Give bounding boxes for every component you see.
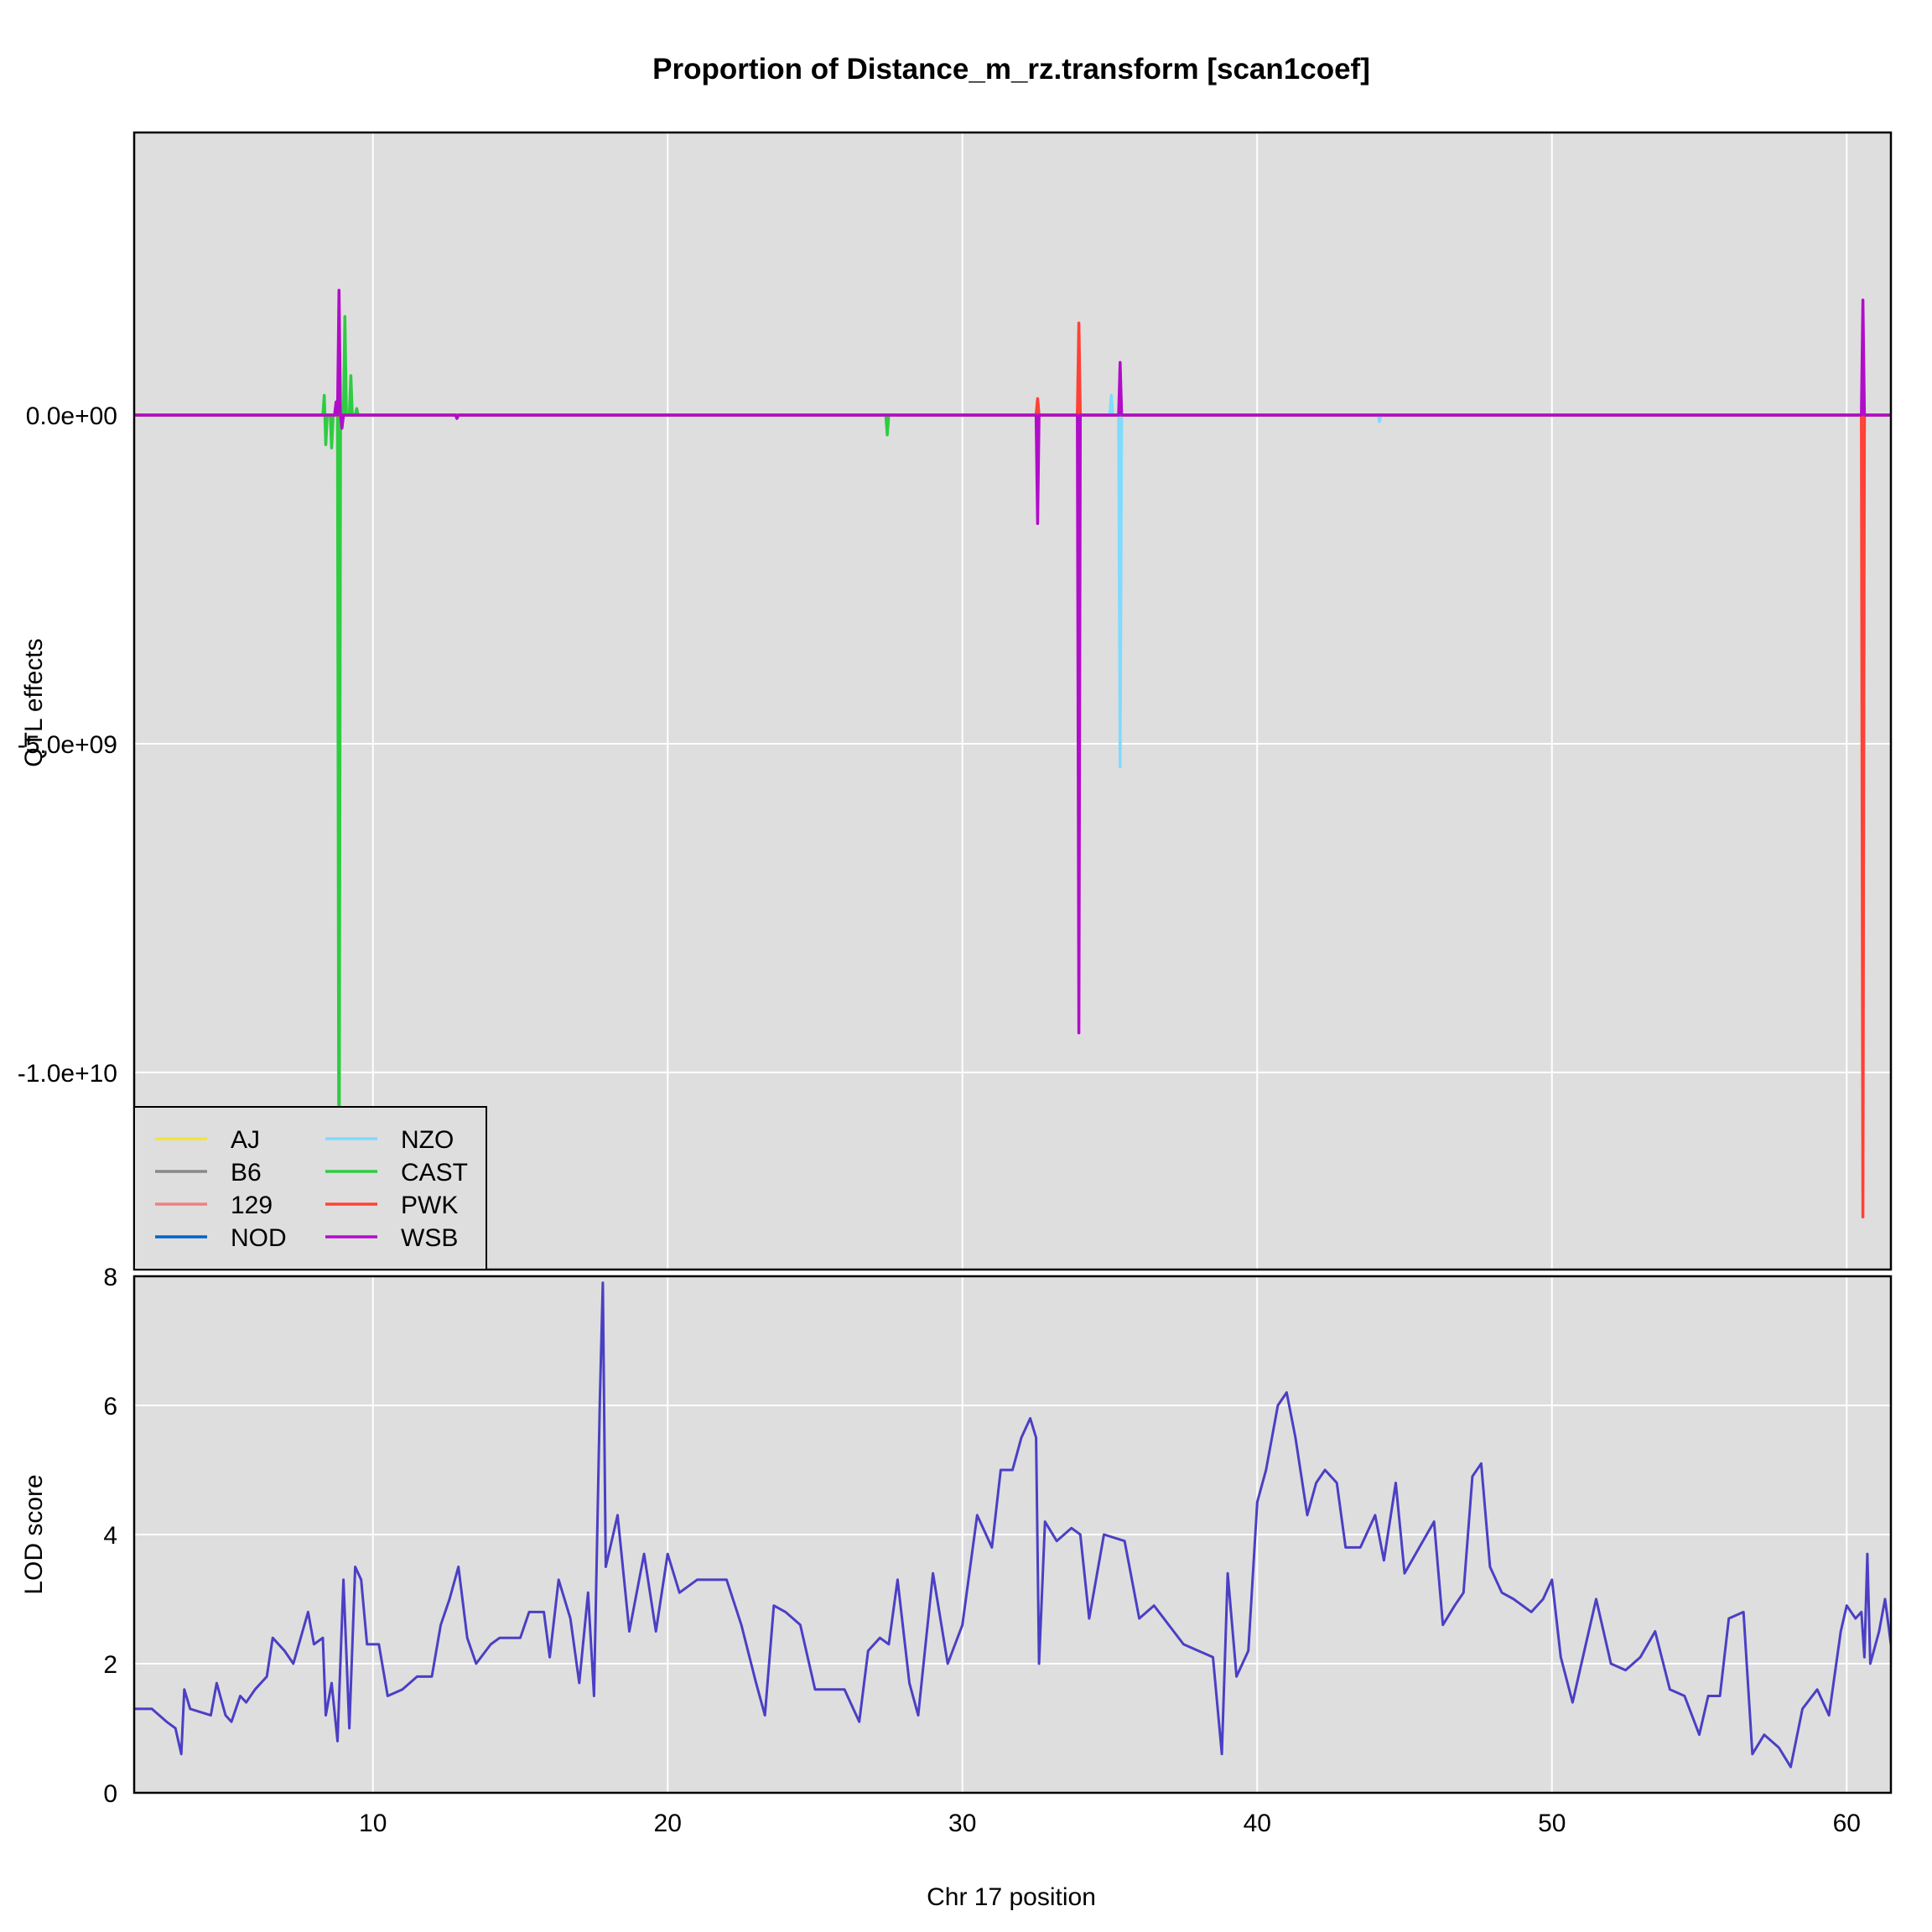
effects-y-axis-label: QTL effects [20, 638, 48, 766]
legend-label-aj: AJ [231, 1126, 260, 1154]
x-tick-label: 50 [1538, 1810, 1566, 1837]
x-tick-label: 30 [948, 1810, 976, 1837]
series-line-pwk [134, 321, 1891, 1219]
y-tick-label: 6 [103, 1393, 117, 1420]
legend: AJ B6 129 NOD NZO CAST PWK WSB [133, 1106, 487, 1270]
legend-box [133, 1106, 487, 1270]
y-tick-label: -5.0e+09 [18, 731, 117, 759]
effects-panel-y-ticks: 0.0e+00 -5.0e+09 -1.0e+10 [18, 402, 117, 1088]
series-line-nzo [134, 393, 1891, 769]
effects-panel-series [134, 288, 1891, 1270]
legend-label-cast: CAST [401, 1159, 468, 1187]
x-tick-label: 60 [1833, 1810, 1861, 1837]
chart-title: Proportion of Distance_m_rz.transform [s… [652, 53, 1370, 86]
legend-label-wsb: WSB [401, 1224, 458, 1252]
legend-label-nzo: NZO [401, 1126, 454, 1154]
effects-panel-frame [132, 131, 1893, 1271]
x-tick-label: 10 [359, 1810, 387, 1837]
legend-label-129: 129 [231, 1192, 273, 1219]
x-tick-label: 40 [1244, 1810, 1271, 1837]
legend-label-b6: B6 [231, 1159, 262, 1187]
lod-panel-frame [132, 1275, 1893, 1794]
lod-y-axis-label: LOD score [20, 1474, 48, 1594]
series-line-wsb [134, 288, 1891, 1035]
effects-panel-background [134, 132, 1891, 1270]
y-tick-label: 2 [103, 1651, 117, 1679]
lod-panel-x-ticks: 10 20 30 40 50 60 [359, 1810, 1861, 1837]
x-axis-label: Chr 17 position [927, 1883, 1096, 1911]
legend-label-nod: NOD [231, 1224, 287, 1252]
y-tick-label: 0.0e+00 [26, 402, 117, 430]
y-tick-label: 4 [103, 1522, 117, 1550]
y-tick-label: 8 [103, 1264, 117, 1291]
legend-label-pwk: PWK [401, 1192, 458, 1219]
lod-panel-y-ticks: 0 2 4 6 8 [103, 1264, 117, 1808]
y-tick-label: 0 [103, 1780, 117, 1808]
lod-score-line [134, 1281, 1891, 1768]
y-tick-label: -1.0e+10 [18, 1060, 117, 1088]
lod-panel-series [134, 1281, 1891, 1768]
x-tick-label: 20 [654, 1810, 682, 1837]
